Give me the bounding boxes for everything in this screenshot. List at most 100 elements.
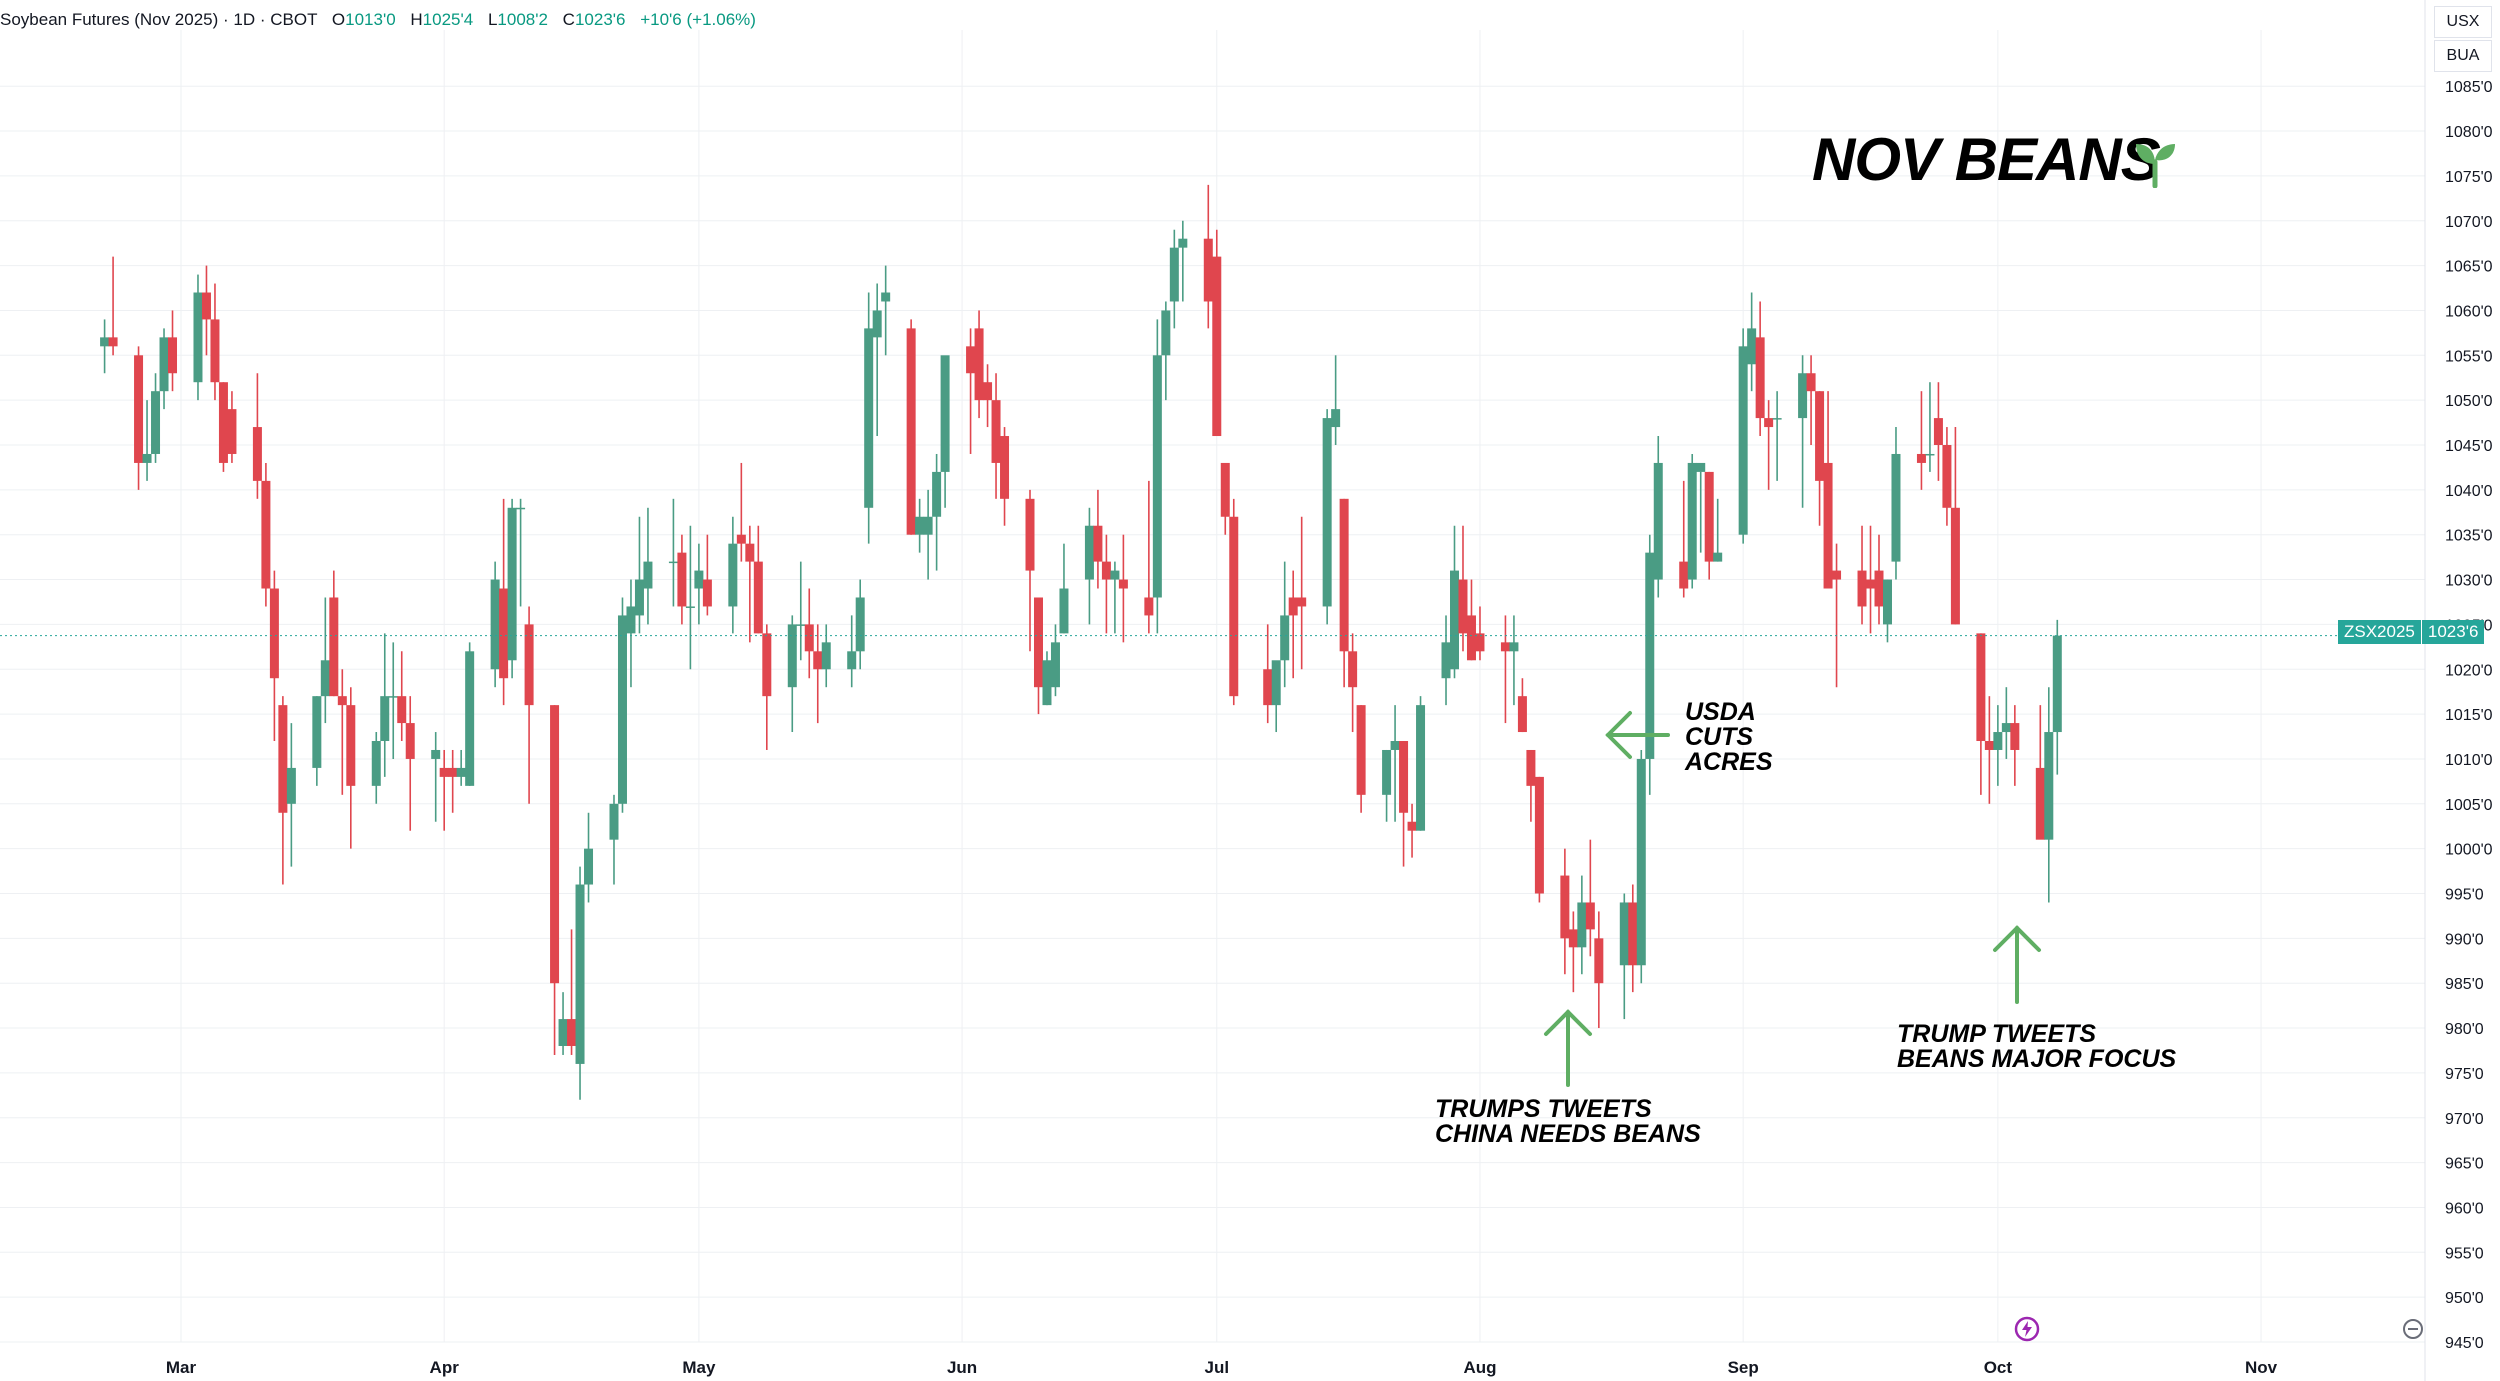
candle-body bbox=[1339, 498, 1349, 652]
candle bbox=[685, 525, 695, 670]
candle bbox=[1653, 436, 1663, 598]
y-tick-label: 1000'0 bbox=[2445, 842, 2493, 859]
candle bbox=[1390, 705, 1400, 822]
candle bbox=[1382, 749, 1392, 822]
candle-body bbox=[1084, 525, 1094, 580]
candle bbox=[634, 516, 644, 634]
candle bbox=[584, 812, 594, 903]
candle bbox=[558, 992, 568, 1055]
candle-body bbox=[312, 696, 322, 768]
currency-button[interactable]: USX bbox=[2434, 6, 2492, 38]
candle bbox=[337, 669, 347, 795]
candle bbox=[2035, 705, 2045, 840]
candle-body bbox=[787, 624, 797, 688]
candle-body bbox=[906, 328, 916, 535]
candle-body bbox=[1416, 705, 1426, 831]
candle-body bbox=[1050, 642, 1060, 688]
candle bbox=[626, 579, 636, 688]
y-tick-label: 1080'0 bbox=[2445, 124, 2493, 141]
candle bbox=[1509, 615, 1519, 706]
candle-body bbox=[465, 651, 475, 786]
candle-body bbox=[855, 597, 865, 652]
open-value: 1013'0 bbox=[345, 10, 396, 29]
y-tick-label: 965'0 bbox=[2445, 1156, 2484, 1173]
candle bbox=[210, 283, 220, 401]
candle-body bbox=[626, 606, 636, 634]
chart-grid bbox=[0, 0, 2426, 1381]
candle-body bbox=[1101, 561, 1111, 580]
candle bbox=[1984, 696, 1994, 804]
candle bbox=[439, 749, 449, 831]
y-tick-label: 995'0 bbox=[2445, 887, 2484, 904]
y-tick-label: 1045'0 bbox=[2445, 438, 2493, 455]
y-tick-label: 1055'0 bbox=[2445, 348, 2493, 365]
candle-body bbox=[1144, 597, 1154, 616]
candle bbox=[465, 642, 475, 786]
candle-body bbox=[1331, 409, 1341, 428]
candle-body bbox=[100, 337, 110, 347]
candle-body bbox=[1348, 651, 1358, 688]
candle-body bbox=[1747, 328, 1757, 365]
candle bbox=[864, 292, 874, 544]
y-axis[interactable]: 1085'0 1080'0 1075'0 1070'0 1065'0 1060'0 1055… bbox=[2445, 79, 2493, 1352]
candle bbox=[1152, 319, 1162, 634]
candle-body bbox=[507, 507, 517, 661]
candle bbox=[1169, 229, 1179, 329]
candle-body bbox=[1764, 418, 1774, 428]
candle-body bbox=[643, 561, 653, 589]
close-label: C bbox=[562, 10, 575, 29]
arrow-trump-focus bbox=[1993, 925, 2041, 1004]
candle bbox=[524, 606, 534, 804]
candle bbox=[1585, 839, 1595, 957]
candle bbox=[753, 525, 763, 634]
candle bbox=[1407, 803, 1417, 858]
y-tick-label: 945'0 bbox=[2445, 1335, 2484, 1352]
candle-body bbox=[821, 642, 831, 670]
lightning-event-icon[interactable] bbox=[2014, 1316, 2040, 1342]
x-axis[interactable]: Mar Apr May Jun Jul Aug Sep Oct Nov bbox=[166, 1358, 2278, 1377]
candle-body bbox=[575, 884, 585, 1064]
candle bbox=[286, 723, 296, 867]
candle-body bbox=[1577, 902, 1587, 948]
candle bbox=[193, 274, 203, 401]
candle bbox=[1263, 624, 1273, 724]
unit-button[interactable]: BUA bbox=[2434, 40, 2492, 72]
candle bbox=[1356, 705, 1366, 813]
candle-body bbox=[286, 767, 296, 804]
candle bbox=[668, 498, 678, 607]
candle bbox=[100, 319, 110, 374]
candle bbox=[702, 534, 712, 616]
candle-body bbox=[1152, 355, 1162, 598]
candle bbox=[388, 642, 398, 759]
headline-title: NOV BEANS bbox=[1812, 126, 2161, 193]
candle-body bbox=[1866, 579, 1876, 589]
x-tick-label: Aug bbox=[1463, 1358, 1496, 1377]
candle-body bbox=[1882, 579, 1892, 625]
candle bbox=[252, 373, 262, 499]
candle-body bbox=[923, 516, 933, 535]
candle-body bbox=[1271, 660, 1281, 706]
candle bbox=[1993, 705, 2003, 786]
candle bbox=[151, 373, 161, 463]
timezone-icon[interactable] bbox=[2402, 1318, 2424, 1340]
candle-body bbox=[346, 705, 356, 786]
candle-body bbox=[1407, 821, 1417, 831]
candle bbox=[1687, 453, 1697, 589]
y-tick-label: 1005'0 bbox=[2445, 797, 2493, 814]
candle bbox=[1891, 427, 1901, 580]
candle bbox=[1331, 355, 1341, 445]
candle bbox=[1517, 678, 1527, 733]
candle bbox=[1568, 911, 1578, 993]
candle bbox=[1475, 606, 1485, 661]
candle-body bbox=[1823, 462, 1833, 589]
candle-body bbox=[617, 615, 627, 804]
candle bbox=[1950, 427, 1960, 625]
candle-body bbox=[1280, 615, 1290, 661]
candle-body bbox=[1755, 337, 1765, 419]
candle-body bbox=[1933, 418, 1943, 445]
x-tick-label: Sep bbox=[1728, 1358, 1759, 1377]
candle bbox=[1713, 498, 1723, 562]
candle-body bbox=[1738, 346, 1748, 535]
change-value: +10'6 (+1.06%) bbox=[640, 10, 756, 29]
